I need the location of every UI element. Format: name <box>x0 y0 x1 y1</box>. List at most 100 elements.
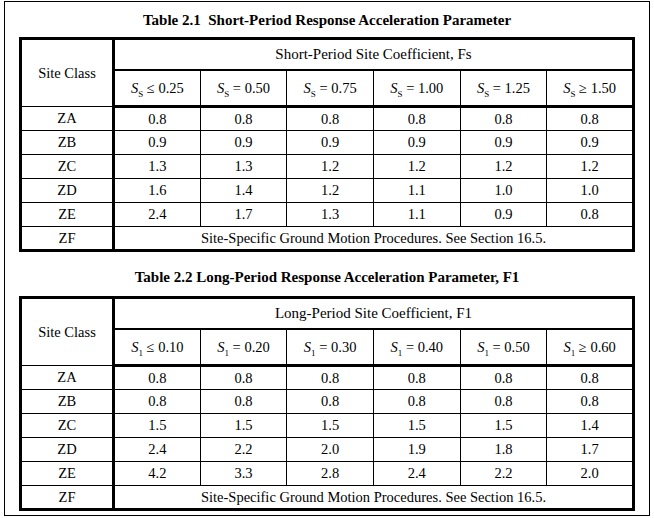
coefficient-cell: 4.2 <box>114 462 201 486</box>
threshold-value: 0.20 <box>244 339 269 355</box>
coefficient-cell: 1.0 <box>460 179 547 203</box>
coefficient-cell: 1.8 <box>460 438 547 462</box>
zf-note-cell: Site-Specific Ground Motion Procedures. … <box>114 486 634 510</box>
coefficient-cell: 3.3 <box>200 462 287 486</box>
coefficient-cell: 0.9 <box>287 131 374 155</box>
s-symbol: S <box>391 339 398 355</box>
coefficient-cell: 0.8 <box>200 366 287 390</box>
operator: = <box>489 80 504 96</box>
coefficient-cell: 2.8 <box>287 462 374 486</box>
threshold-value: 0.40 <box>418 339 443 355</box>
col-header: S1 ≤ 0.10 <box>114 329 201 366</box>
operator: ≤ <box>143 80 158 96</box>
operator: = <box>403 80 418 96</box>
coefficient-cell: 0.8 <box>373 390 460 414</box>
coefficient-cell: 2.2 <box>460 462 547 486</box>
table-row: ZE2.41.71.31.10.90.8 <box>21 203 634 227</box>
s-symbol: S <box>390 80 397 96</box>
long-period-table-section: Table 2.2 Long-Period Response Accelerat… <box>5 268 649 511</box>
coefficient-cell: 1.2 <box>287 179 374 203</box>
coefficient-span-header: Long-Period Site Coefficient, F1 <box>114 298 634 330</box>
coefficient-cell: 1.5 <box>287 414 374 438</box>
coefficient-cell: 0.9 <box>200 131 287 155</box>
operator: = <box>316 80 331 96</box>
coefficient-cell: 2.4 <box>114 203 201 227</box>
col-header: S1 = 0.50 <box>460 329 547 366</box>
threshold-value: 0.75 <box>331 80 356 96</box>
coefficient-cell: 0.8 <box>200 107 287 131</box>
table-row: ZB0.80.80.80.80.80.8 <box>21 390 634 414</box>
coefficient-cell: 0.9 <box>373 131 460 155</box>
threshold-value: 0.50 <box>245 80 270 96</box>
coefficient-cell: 1.5 <box>114 414 201 438</box>
short-period-table-section: Table 2.1 Short-Period Response Accelera… <box>5 11 649 252</box>
table-2-1-title: Table 2.1 Short-Period Response Accelera… <box>5 11 649 30</box>
coefficient-cell: 0.9 <box>460 203 547 227</box>
threshold-value: 1.00 <box>418 80 443 96</box>
coefficient-cell: 1.2 <box>547 155 634 179</box>
coefficient-cell: 0.8 <box>547 203 634 227</box>
coefficient-cell: 1.4 <box>200 179 287 203</box>
table-row: ZE4.23.32.82.42.22.0 <box>21 462 634 486</box>
operator: ≥ <box>575 339 590 355</box>
coefficient-cell: 0.8 <box>547 107 634 131</box>
coefficient-cell: 2.2 <box>200 438 287 462</box>
site-class-cell: ZD <box>21 179 114 203</box>
site-class-cell: ZB <box>21 390 114 414</box>
coefficient-cell: 0.8 <box>460 107 547 131</box>
coefficient-cell: 1.5 <box>373 414 460 438</box>
site-class-cell: ZF <box>21 486 114 510</box>
coefficient-cell: 0.8 <box>460 390 547 414</box>
operator: = <box>229 80 244 96</box>
coefficient-cell: 1.2 <box>460 155 547 179</box>
site-class-cell: ZC <box>21 414 114 438</box>
coefficient-cell: 0.9 <box>114 131 201 155</box>
coefficient-cell: 1.6 <box>114 179 201 203</box>
site-class-header: Site Class <box>21 39 114 107</box>
coefficient-cell: 1.4 <box>547 414 634 438</box>
site-class-cell: ZF <box>21 227 114 251</box>
operator: = <box>489 339 504 355</box>
operator: = <box>316 339 331 355</box>
coefficient-cell: 0.9 <box>547 131 634 155</box>
table-row-zf: ZFSite-Specific Ground Motion Procedures… <box>21 486 634 510</box>
coefficient-cell: 1.3 <box>287 203 374 227</box>
coefficient-cell: 1.1 <box>373 179 460 203</box>
coefficient-cell: 0.8 <box>373 107 460 131</box>
coefficient-cell: 0.8 <box>460 366 547 390</box>
col-header: S1 = 0.20 <box>200 329 287 366</box>
page-frame: Table 2.1 Short-Period Response Accelera… <box>4 1 650 516</box>
coefficient-cell: 1.9 <box>373 438 460 462</box>
threshold-value: 0.30 <box>331 339 356 355</box>
coefficient-cell: 2.0 <box>547 462 634 486</box>
header-row-span: Site Class Short-Period Site Coefficient… <box>21 39 634 71</box>
header-row-span: Site Class Long-Period Site Coefficient,… <box>21 298 634 330</box>
table-row: ZB0.90.90.90.90.90.9 <box>21 131 634 155</box>
coefficient-cell: 0.8 <box>200 390 287 414</box>
short-period-table: Site Class Short-Period Site Coefficient… <box>19 37 635 252</box>
coefficient-cell: 0.8 <box>114 390 201 414</box>
coefficient-cell: 1.3 <box>114 155 201 179</box>
threshold-value: 0.50 <box>504 339 529 355</box>
zf-note-cell: Site-Specific Ground Motion Procedures. … <box>114 227 634 251</box>
operator: ≥ <box>575 80 590 96</box>
coefficient-cell: 0.8 <box>373 366 460 390</box>
operator: = <box>402 339 417 355</box>
coefficient-cell: 2.0 <box>287 438 374 462</box>
site-class-cell: ZD <box>21 438 114 462</box>
coefficient-cell: 1.7 <box>200 203 287 227</box>
col-header: SS = 1.25 <box>460 70 547 107</box>
site-class-cell: ZE <box>21 203 114 227</box>
coefficient-cell: 1.7 <box>547 438 634 462</box>
coefficient-cell: 1.5 <box>460 414 547 438</box>
coefficient-cell: 0.8 <box>114 366 201 390</box>
site-class-cell: ZC <box>21 155 114 179</box>
coefficient-cell: 0.8 <box>287 390 374 414</box>
col-header: S1 = 0.40 <box>373 329 460 366</box>
table-row: ZC1.31.31.21.21.21.2 <box>21 155 634 179</box>
coefficient-cell: 1.5 <box>200 414 287 438</box>
coefficient-span-header: Short-Period Site Coefficient, Fs <box>114 39 634 71</box>
table-row: ZA0.80.80.80.80.80.8 <box>21 366 634 390</box>
table-row: ZD1.61.41.21.11.01.0 <box>21 179 634 203</box>
coefficient-cell: 0.8 <box>114 107 201 131</box>
